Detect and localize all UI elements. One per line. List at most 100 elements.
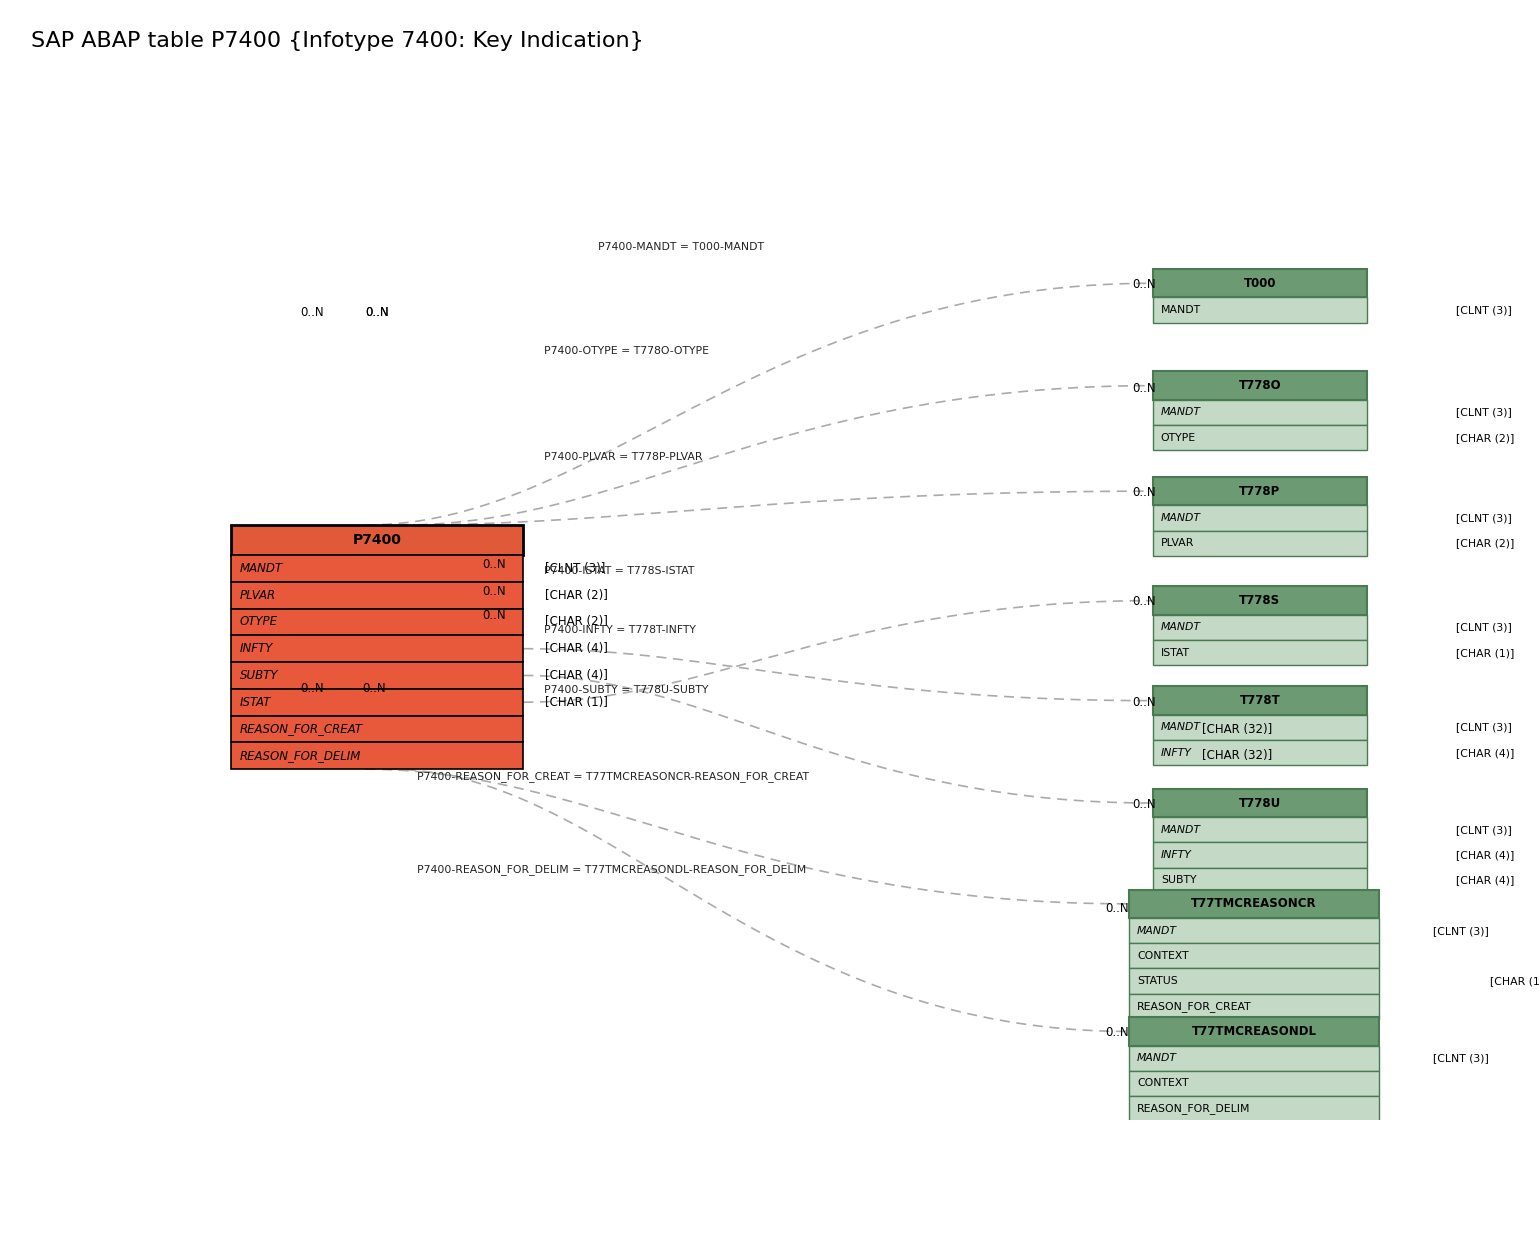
Text: MANDT: MANDT: [1160, 408, 1200, 418]
Text: MANDT: MANDT: [1160, 722, 1200, 732]
FancyBboxPatch shape: [1153, 715, 1367, 740]
Text: MANDT: MANDT: [1160, 825, 1200, 835]
Text: [CHAR (2)]: [CHAR (2)]: [545, 615, 608, 629]
Text: MANDT: MANDT: [1137, 926, 1177, 936]
FancyBboxPatch shape: [231, 609, 523, 635]
Text: [CHAR (4)]: [CHAR (4)]: [1456, 747, 1514, 757]
FancyBboxPatch shape: [1153, 269, 1367, 297]
FancyBboxPatch shape: [231, 689, 523, 716]
Text: [CLNT (3)]: [CLNT (3)]: [1456, 825, 1513, 835]
FancyBboxPatch shape: [1153, 789, 1367, 818]
Text: ISTAT: ISTAT: [1160, 648, 1190, 658]
Text: P7400: P7400: [352, 533, 402, 547]
Text: CONTEXT: CONTEXT: [1137, 951, 1188, 961]
FancyBboxPatch shape: [1128, 918, 1379, 944]
FancyBboxPatch shape: [231, 525, 523, 555]
FancyBboxPatch shape: [1153, 477, 1367, 506]
Text: P7400-OTYPE = T778O-OTYPE: P7400-OTYPE = T778O-OTYPE: [545, 346, 709, 356]
FancyBboxPatch shape: [231, 581, 523, 609]
Text: MANDT: MANDT: [240, 562, 283, 575]
Text: 0..N: 0..N: [362, 682, 385, 694]
Text: 0..N: 0..N: [1105, 1027, 1128, 1039]
Text: OTYPE: OTYPE: [1160, 433, 1196, 443]
Text: SUBTY: SUBTY: [1160, 876, 1196, 886]
Text: INFTY: INFTY: [240, 642, 272, 655]
FancyBboxPatch shape: [1128, 889, 1379, 918]
Text: 0..N: 0..N: [482, 557, 506, 571]
Text: [CHAR (4)]: [CHAR (4)]: [545, 669, 608, 682]
Text: 0..N: 0..N: [1133, 382, 1156, 395]
Text: 0..N: 0..N: [365, 306, 389, 320]
FancyBboxPatch shape: [1153, 425, 1367, 450]
Text: REASON_FOR_DELIM: REASON_FOR_DELIM: [240, 750, 360, 762]
Text: [CHAR (4)]: [CHAR (4)]: [545, 642, 608, 655]
Text: PLVAR: PLVAR: [240, 589, 275, 601]
Text: STATUS: STATUS: [1137, 976, 1177, 986]
Text: T77TMCREASONDL: T77TMCREASONDL: [1191, 1025, 1316, 1038]
Text: T778T: T778T: [1239, 694, 1280, 707]
Text: T778O: T778O: [1239, 379, 1280, 392]
Text: [CLNT (3)]: [CLNT (3)]: [1456, 408, 1513, 418]
FancyBboxPatch shape: [1153, 371, 1367, 400]
Text: T000: T000: [1244, 277, 1276, 289]
Text: REASON_FOR_CREAT: REASON_FOR_CREAT: [1137, 1001, 1251, 1011]
Text: P7400-REASON_FOR_DELIM = T77TMCREASONDL-REASON_FOR_DELIM: P7400-REASON_FOR_DELIM = T77TMCREASONDL-…: [417, 864, 806, 874]
Text: MANDT: MANDT: [1160, 513, 1200, 523]
Text: [CHAR (4)]: [CHAR (4)]: [1456, 850, 1514, 860]
Text: [CLNT (3)]: [CLNT (3)]: [1456, 623, 1513, 633]
Text: MANDT: MANDT: [1160, 304, 1200, 314]
FancyBboxPatch shape: [231, 742, 523, 769]
FancyBboxPatch shape: [231, 716, 523, 742]
FancyBboxPatch shape: [1153, 818, 1367, 843]
FancyBboxPatch shape: [1153, 297, 1367, 322]
Text: INFTY: INFTY: [1160, 747, 1191, 757]
Text: 0..N: 0..N: [300, 682, 323, 694]
Text: T778S: T778S: [1239, 594, 1280, 608]
Text: [CHAR (32)]: [CHAR (32)]: [1202, 722, 1273, 736]
Text: 0..N: 0..N: [482, 609, 506, 623]
Text: 0..N: 0..N: [365, 306, 389, 320]
FancyBboxPatch shape: [1153, 868, 1367, 893]
FancyBboxPatch shape: [1128, 969, 1379, 994]
Text: T778U: T778U: [1239, 796, 1280, 810]
FancyBboxPatch shape: [1153, 640, 1367, 665]
Text: [CLNT (3)]: [CLNT (3)]: [545, 562, 605, 575]
Text: [CLNT (3)]: [CLNT (3)]: [1433, 926, 1488, 936]
Text: SUBTY: SUBTY: [240, 669, 279, 682]
FancyBboxPatch shape: [1153, 586, 1367, 615]
Text: P7400-INFTY = T778T-INFTY: P7400-INFTY = T778T-INFTY: [545, 625, 696, 635]
Text: 0..N: 0..N: [1133, 278, 1156, 292]
FancyBboxPatch shape: [1128, 1071, 1379, 1096]
Text: 0..N: 0..N: [1133, 798, 1156, 811]
Text: P7400-SUBTY = T778U-SUBTY: P7400-SUBTY = T778U-SUBTY: [545, 684, 708, 694]
Text: SAP ABAP table P7400 {Infotype 7400: Key Indication}: SAP ABAP table P7400 {Infotype 7400: Key…: [31, 31, 643, 52]
Text: [CLNT (3)]: [CLNT (3)]: [1456, 513, 1513, 523]
Text: MANDT: MANDT: [1160, 623, 1200, 633]
FancyBboxPatch shape: [1128, 1018, 1379, 1045]
FancyBboxPatch shape: [1128, 994, 1379, 1019]
Text: T77TMCREASONCR: T77TMCREASONCR: [1191, 897, 1317, 911]
FancyBboxPatch shape: [1153, 687, 1367, 715]
FancyBboxPatch shape: [1153, 740, 1367, 765]
Text: 0..N: 0..N: [482, 585, 506, 599]
Text: [CLNT (3)]: [CLNT (3)]: [1433, 1053, 1488, 1063]
Text: [CHAR (4)]: [CHAR (4)]: [1456, 876, 1514, 886]
Text: [CLNT (3)]: [CLNT (3)]: [1456, 722, 1513, 732]
Text: P7400-PLVAR = T778P-PLVAR: P7400-PLVAR = T778P-PLVAR: [545, 452, 703, 462]
Text: [CHAR (1)]: [CHAR (1)]: [1456, 648, 1514, 658]
FancyBboxPatch shape: [1153, 400, 1367, 425]
Text: [CHAR (1)]: [CHAR (1)]: [545, 696, 608, 708]
Text: P7400-ISTAT = T778S-ISTAT: P7400-ISTAT = T778S-ISTAT: [545, 566, 694, 576]
Text: [CHAR (2)]: [CHAR (2)]: [1456, 433, 1514, 443]
FancyBboxPatch shape: [1153, 843, 1367, 868]
Text: REASON_FOR_CREAT: REASON_FOR_CREAT: [240, 722, 362, 736]
Text: 0..N: 0..N: [300, 306, 323, 320]
Text: [CHAR (12)]: [CHAR (12)]: [1490, 976, 1539, 986]
Text: P7400-REASON_FOR_CREAT = T77TMCREASONCR-REASON_FOR_CREAT: P7400-REASON_FOR_CREAT = T77TMCREASONCR-…: [417, 771, 808, 781]
FancyBboxPatch shape: [1128, 1045, 1379, 1071]
Text: REASON_FOR_DELIM: REASON_FOR_DELIM: [1137, 1103, 1251, 1115]
Text: PLVAR: PLVAR: [1160, 538, 1194, 548]
Text: MANDT: MANDT: [1137, 1053, 1177, 1063]
Text: [CHAR (32)]: [CHAR (32)]: [1202, 750, 1273, 762]
FancyBboxPatch shape: [231, 635, 523, 662]
